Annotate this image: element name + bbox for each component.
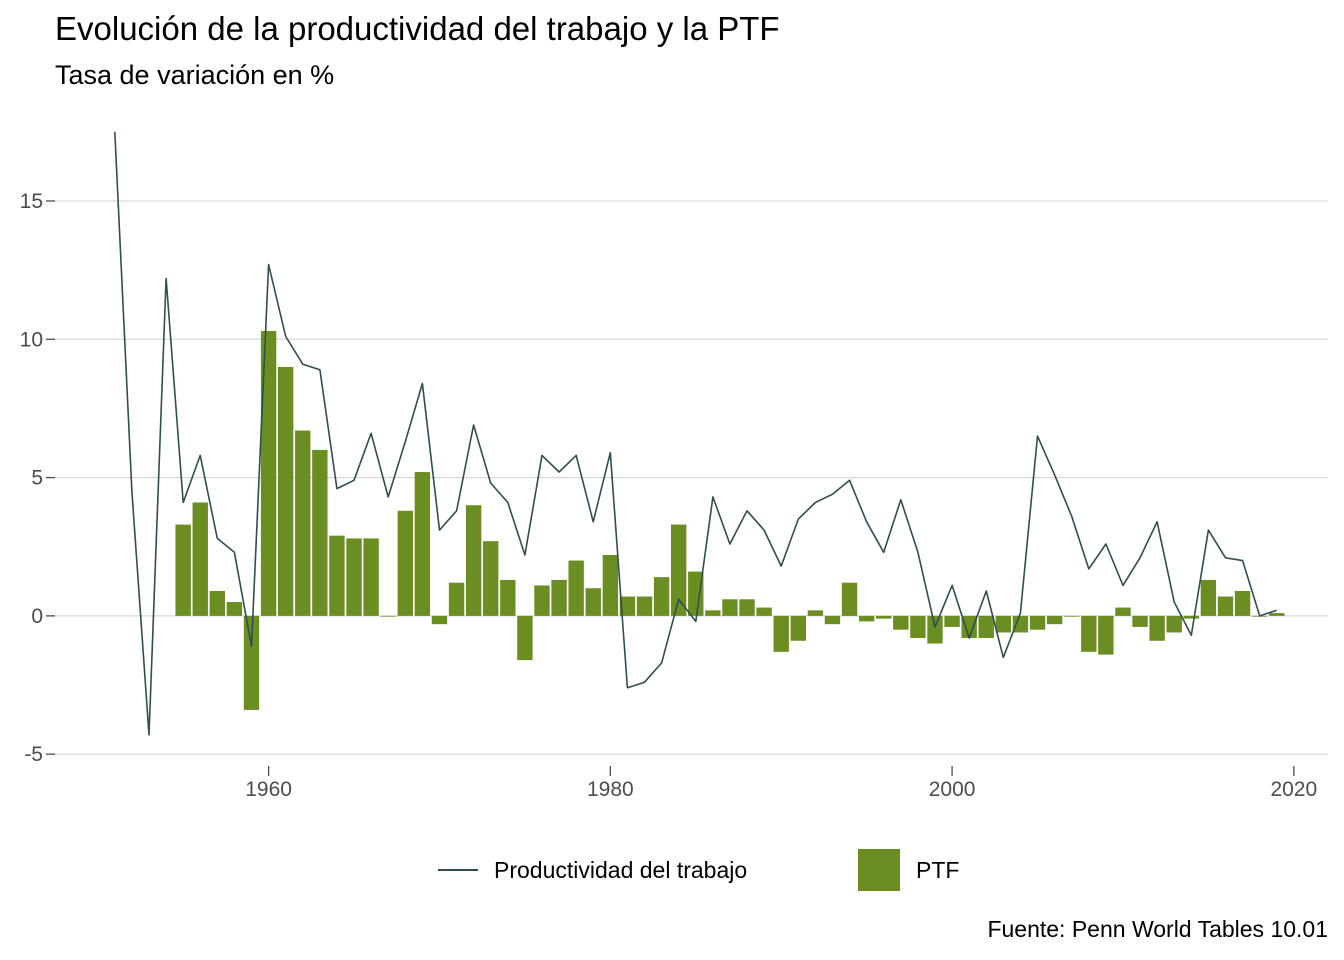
y-tick-label: -5 <box>24 743 43 766</box>
ptf-bar <box>1269 613 1285 616</box>
ptf-bar <box>910 615 926 638</box>
ptf-bar <box>944 615 960 627</box>
ptf-bar <box>1132 615 1148 627</box>
y-tick-label: 10 <box>20 328 43 351</box>
ptf-bar <box>431 615 448 625</box>
ptf-bar <box>209 590 226 616</box>
ptf-bar <box>1200 579 1217 616</box>
ptf-bar <box>277 366 294 616</box>
legend-item-ptf: PTF <box>858 840 959 900</box>
ptf-bar <box>773 615 789 652</box>
legend-item-productividad: Productividad del trabajo <box>438 840 747 900</box>
ptf-bar <box>448 582 465 616</box>
ptf-bar <box>397 510 413 616</box>
ptf-bar <box>705 610 721 616</box>
ptf-bar <box>243 615 260 710</box>
x-tick-label: 2020 <box>1270 778 1317 801</box>
ptf-bar <box>1115 607 1131 616</box>
ptf-bar <box>1081 615 1097 652</box>
ptf-bar <box>927 615 943 644</box>
ptf-bar <box>1012 615 1029 633</box>
ptf-bar <box>978 615 994 638</box>
labor-productivity-line <box>114 131 1277 736</box>
ptf-bar <box>858 615 875 622</box>
ptf-bar <box>1166 615 1182 633</box>
ptf-bar <box>585 588 601 616</box>
ptf-bar <box>893 615 909 630</box>
y-tick-label: 0 <box>31 605 43 628</box>
ptf-bar <box>722 599 738 616</box>
ptf-bar <box>329 535 345 616</box>
ptf-bar <box>295 430 311 616</box>
ptf-bar <box>551 579 567 616</box>
ptf-bar <box>483 541 499 616</box>
legend-line-key <box>438 869 478 871</box>
legend-bar-key <box>858 849 900 891</box>
ptf-bar <box>1183 615 1199 619</box>
ptf-bar <box>653 577 670 616</box>
ptf-bar <box>1149 615 1165 641</box>
ptf-bar <box>1234 590 1251 616</box>
x-tick-label: 2000 <box>929 778 976 801</box>
chart-subtitle: Tasa de variación en % <box>55 60 335 90</box>
ptf-bar <box>1064 615 1080 617</box>
ptf-bar <box>346 538 362 616</box>
x-axis-ticks: 1960 1980 2000 2020 <box>245 766 1317 801</box>
ptf-bar <box>670 524 687 616</box>
ptf-bar <box>312 449 328 616</box>
ptf-bar <box>961 615 977 638</box>
ptf-bar <box>739 599 755 616</box>
productividad-line <box>114 131 1277 736</box>
ptf-bar <box>1046 615 1063 625</box>
ptf-bar <box>500 579 516 616</box>
ptf-bar <box>363 538 379 616</box>
ptf-bar <box>414 472 431 616</box>
x-tick-label: 1980 <box>587 778 634 801</box>
ptf-bar <box>790 615 806 641</box>
ptf-bar <box>841 582 858 616</box>
ptf-bar <box>619 596 636 616</box>
ptf-bar <box>876 615 892 619</box>
ptf-bar <box>1029 615 1046 630</box>
ptf-bar <box>380 615 396 617</box>
ptf-bar <box>1098 615 1114 655</box>
ptf-bar <box>465 505 482 616</box>
ptf-bar <box>824 615 841 625</box>
ptf-bar <box>175 524 191 616</box>
ptf-bar <box>260 330 277 616</box>
ptf-bar <box>226 602 243 616</box>
ptf-bar <box>688 571 704 616</box>
y-axis-ticks: -5 0 5 10 15 <box>20 190 55 766</box>
legend-label-productividad: Productividad del trabajo <box>494 856 748 883</box>
ptf-bar <box>995 615 1012 633</box>
y-tick-label: 15 <box>20 190 43 213</box>
ptf-bar <box>568 560 584 616</box>
ptf-bar <box>807 610 824 616</box>
x-tick-label: 1960 <box>245 778 292 801</box>
legend-label-ptf: PTF <box>916 856 960 883</box>
ptf-bar <box>602 555 619 616</box>
chart-caption: Fuente: Penn World Tables 10.01 <box>987 916 1328 942</box>
ptf-bar <box>756 607 772 616</box>
legend: Productividad del trabajo PTF <box>0 840 1344 900</box>
ptf-bars <box>175 330 1285 710</box>
chart-title: Evolución de la productividad del trabaj… <box>55 10 780 47</box>
y-tick-label: 5 <box>31 467 43 490</box>
ptf-bar <box>517 615 533 661</box>
ptf-bar <box>636 596 653 616</box>
ptf-bar <box>192 502 208 616</box>
ptf-bar <box>1217 596 1234 616</box>
ptf-bar <box>534 585 550 616</box>
